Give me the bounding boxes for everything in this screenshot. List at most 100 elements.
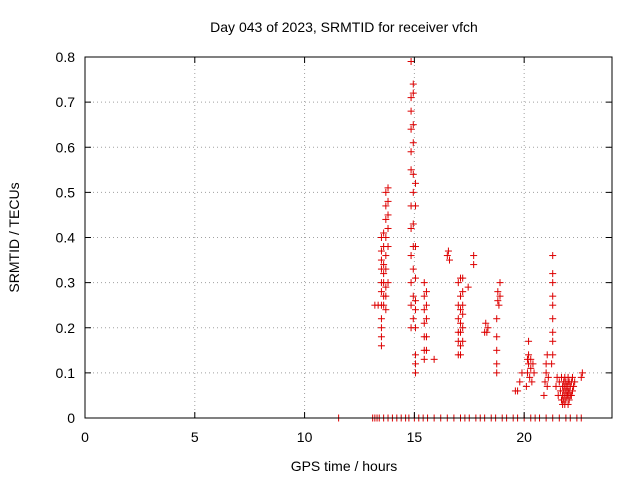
data-point <box>382 265 390 273</box>
y-tick-label: 0 <box>67 410 75 426</box>
data-point <box>493 360 501 368</box>
data-point <box>407 279 415 287</box>
data-point <box>384 224 392 232</box>
data-point <box>571 378 579 386</box>
data-point <box>422 333 430 341</box>
data-point <box>530 369 538 377</box>
data-point <box>409 139 417 147</box>
data-point <box>444 247 452 255</box>
data-point <box>409 315 417 323</box>
data-point <box>527 355 535 363</box>
data-point <box>384 211 392 219</box>
data-point <box>411 274 419 282</box>
data-point <box>493 333 501 341</box>
y-tick-label: 0.8 <box>56 49 76 65</box>
data-point <box>552 382 560 390</box>
data-point <box>527 364 535 372</box>
data-point <box>377 315 385 323</box>
data-point <box>549 252 557 260</box>
data-point <box>541 378 549 386</box>
data-point <box>525 351 533 359</box>
data-point <box>493 315 501 323</box>
y-tick-labels: 0 0.1 0.2 0.3 0.4 0.5 0.6 0.7 0.8 <box>56 49 76 426</box>
data-point <box>568 373 576 381</box>
data-point <box>482 319 490 327</box>
data-point <box>422 315 430 323</box>
data-point <box>549 351 557 359</box>
data-point <box>540 391 548 399</box>
data-point <box>420 306 428 314</box>
data-point <box>382 306 390 314</box>
data-point <box>407 252 415 260</box>
data-point <box>407 301 415 309</box>
data-point <box>494 288 502 296</box>
y-tick-label: 0.7 <box>56 94 76 110</box>
data-point <box>380 270 388 278</box>
data-point <box>549 337 557 345</box>
data-point <box>409 80 417 88</box>
data-point <box>567 391 575 399</box>
data-point <box>549 301 557 309</box>
data-point <box>464 283 472 291</box>
data-point <box>407 94 415 102</box>
data-points <box>335 58 586 422</box>
data-point <box>443 252 451 260</box>
data-point <box>384 243 392 251</box>
data-point <box>377 324 385 332</box>
data-point <box>411 306 419 314</box>
data-point <box>456 328 464 336</box>
data-point <box>456 351 464 359</box>
grid <box>85 57 612 418</box>
data-point <box>380 301 388 309</box>
data-point <box>459 274 467 282</box>
data-point <box>422 288 430 296</box>
data-point <box>549 315 557 323</box>
data-point <box>382 292 390 300</box>
y-tick-label: 0.3 <box>56 275 76 291</box>
data-point <box>407 107 415 115</box>
data-point <box>493 346 501 354</box>
data-point <box>564 400 572 408</box>
y-tick-label: 0.1 <box>56 365 76 381</box>
data-point <box>529 360 537 368</box>
data-point <box>544 373 552 381</box>
data-point <box>495 301 503 309</box>
data-point <box>411 369 419 377</box>
data-point <box>409 89 417 97</box>
data-point <box>411 179 419 187</box>
data-point <box>542 369 550 377</box>
data-point <box>407 166 415 174</box>
data-point <box>407 224 415 232</box>
data-point <box>420 319 428 327</box>
data-point <box>454 315 462 323</box>
y-tick-label: 0.2 <box>56 320 76 336</box>
data-point <box>420 355 428 363</box>
data-point <box>459 288 467 296</box>
x-tick-label: 5 <box>191 429 199 445</box>
data-point <box>380 229 388 237</box>
data-point <box>382 188 390 196</box>
data-point <box>548 360 556 368</box>
data-point <box>459 337 467 345</box>
data-point <box>411 351 419 359</box>
data-point <box>377 342 385 350</box>
data-point <box>430 355 438 363</box>
chart-title: Day 043 of 2023, SRMTID for receiver vfc… <box>210 19 478 35</box>
data-point <box>459 301 467 309</box>
data-point <box>459 310 467 318</box>
data-point <box>516 378 524 386</box>
data-point <box>409 292 417 300</box>
data-point <box>470 261 478 269</box>
data-point <box>549 292 557 300</box>
data-point <box>420 279 428 287</box>
data-point <box>456 319 464 327</box>
data-point <box>377 333 385 341</box>
y-tick-label: 0.6 <box>56 139 76 155</box>
data-point <box>409 188 417 196</box>
data-point <box>456 292 464 300</box>
data-point <box>570 382 578 390</box>
data-point <box>494 297 502 305</box>
data-point <box>380 261 388 269</box>
data-point <box>384 279 392 287</box>
